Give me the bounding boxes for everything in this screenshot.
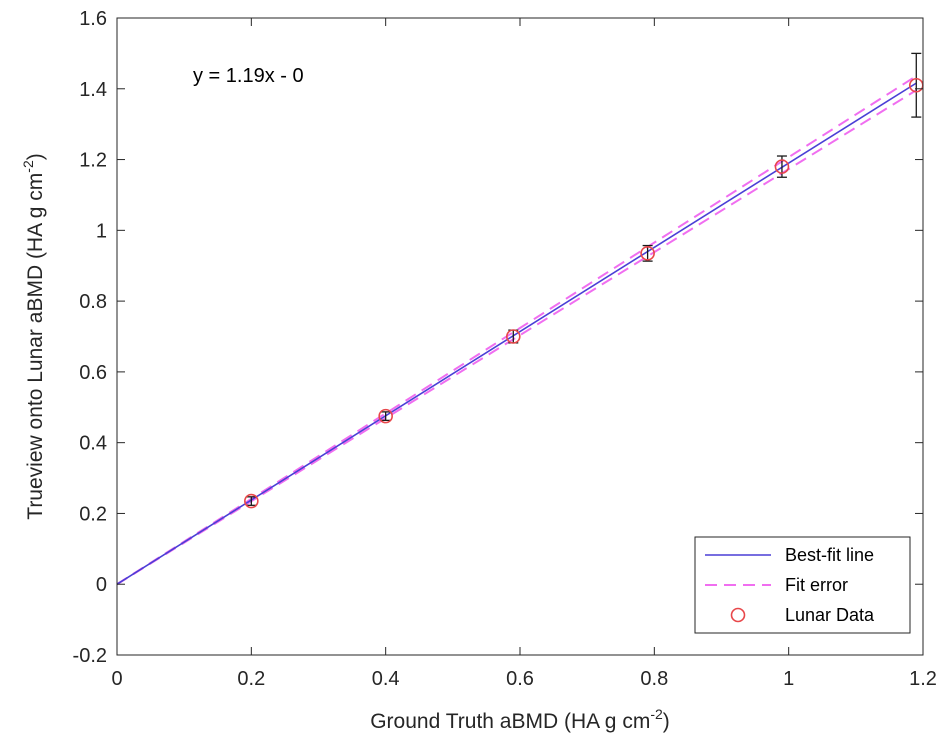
legend-label-fit-error: Fit error [785,575,848,595]
x-tick-label: 1.2 [909,668,937,690]
x-tick-label: 0.4 [372,668,400,690]
legend-swatch-lunar-data [730,607,746,623]
data-point-marker [774,159,790,174]
x-axis-label: Ground Truth aBMD (HA g cm-2) [370,706,670,733]
x-tick-label: 1 [783,668,794,690]
fit-equation-annotation: y = 1.19x - 0 [193,65,304,87]
y-tick-label: 1.2 [79,150,107,172]
data-point-marker [378,408,393,424]
y-axis-label: Trueview onto Lunar aBMD (HA g cm-2) [20,153,47,519]
y-tick-label: 0.8 [79,291,107,313]
x-axis-label-sup: -2 [650,706,663,722]
y-tick-label: 0.6 [79,362,107,384]
series-layer [116,52,924,586]
y-tick-label: -0.2 [73,645,107,667]
y-tick-label: 1.6 [79,8,107,30]
x-tick-label: 0.2 [237,668,265,690]
y-axis-label-text: Trueview onto Lunar aBMD (HA g cm [24,173,47,520]
x-tick-label: 0.8 [640,668,668,690]
x-tick-label: 0 [111,668,122,690]
data-point-marker [505,329,521,344]
x-axis-label-suffix: ) [663,710,670,733]
y-tick-label: 1.4 [79,79,107,101]
legend-label-best-fit-line: Best-fit line [785,545,874,565]
y-tick-label: 1 [96,220,107,242]
x-axis-label-text: Ground Truth aBMD (HA g cm [370,710,650,733]
ticks-layer: 0 0.2 0.4 0.6 0.8 1 1.2-0.200.20.40.60.811.21.… [73,8,937,690]
y-tick-label: 0 [96,574,107,596]
y-axis-label-suffix: ) [24,153,47,160]
legend: Best-fit line Fit error Lunar Data [694,536,911,634]
data-point-marker [244,493,259,509]
best-fit-line [116,82,917,585]
y-tick-label: 0.2 [79,503,107,525]
legend-label-lunar-data: Lunar Data [785,605,875,625]
data-point-marker [640,246,655,261]
y-axis-label-sup: -2 [20,160,36,173]
y-tick-label: 0.4 [79,433,107,455]
x-tick-label: 0.6 [506,668,534,690]
